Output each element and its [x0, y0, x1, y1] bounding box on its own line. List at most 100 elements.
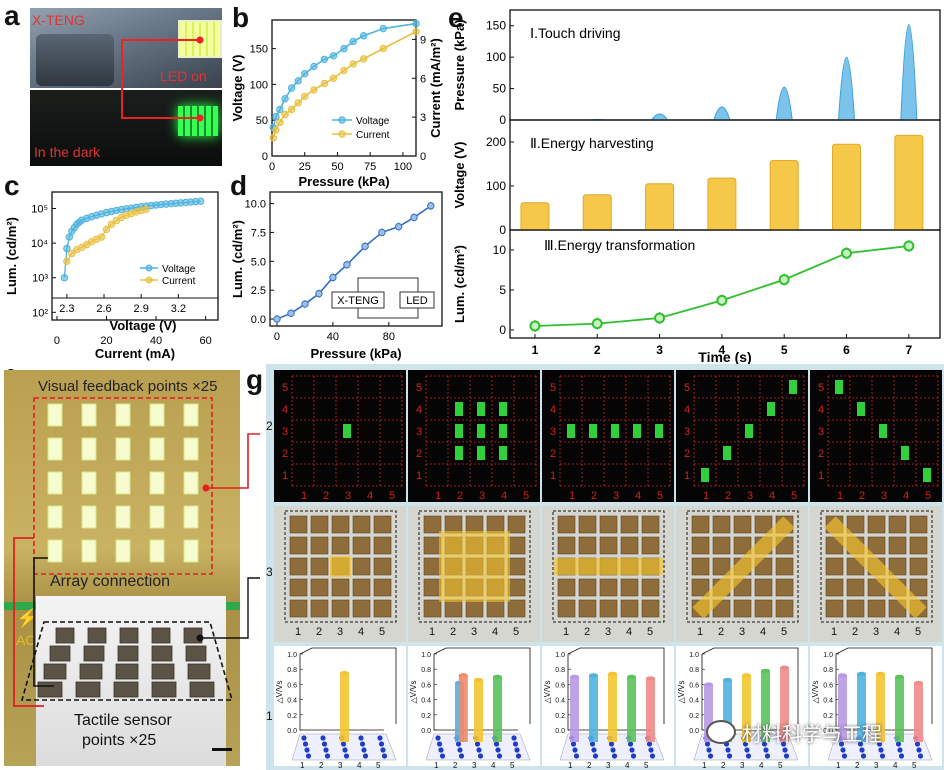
g-floor-dot: [343, 753, 350, 759]
g-photo-frame: [284, 510, 397, 623]
a-connector-line: [121, 39, 200, 119]
e-peak-e2: [894, 134, 924, 231]
f-sensor-cube: [115, 663, 139, 680]
g-bar-ylabel: △V/Vs: [811, 680, 820, 703]
g-lit-led: [477, 424, 485, 438]
d-circuit-teng-box: [331, 291, 385, 309]
g-bar-ytick-label: 1.0: [287, 652, 297, 659]
g-bar-ytick-label: 0.8: [823, 667, 833, 674]
c-xtick-label: 40: [150, 335, 162, 347]
b-point-voltage: [310, 62, 318, 71]
g-photo-cube: [486, 599, 505, 618]
g-photo-cube: [352, 515, 371, 534]
g-bar: [474, 679, 483, 742]
g-floor-dot: [458, 753, 465, 759]
g-bar-ytick-label: 0.6: [823, 682, 833, 689]
e-peak-e1: [650, 113, 669, 121]
g-floor-dot: [592, 753, 599, 759]
f-sensor-cube: [151, 663, 175, 680]
g-bar-ytick-label: 0.2: [689, 713, 699, 720]
g-lit-led: [343, 424, 351, 438]
g-bar: [570, 676, 579, 742]
g-floor-dot: [457, 747, 463, 753]
g-photo-cube: [352, 599, 371, 618]
g-row-label: 4: [684, 404, 690, 416]
g-photo-cube: [310, 557, 329, 576]
d-axes-frame: [269, 191, 443, 327]
f-sensor-cube: [43, 663, 67, 680]
g-photo-col-label: 3: [605, 626, 611, 638]
f-led: [47, 471, 63, 495]
g-photo-cube: [507, 578, 526, 597]
g-lit-led: [477, 446, 485, 460]
g-photo-cube: [825, 557, 844, 576]
c-legend-marker: [145, 276, 153, 284]
b-y2label: Current (mA/m²): [428, 38, 443, 138]
e-xtick-label: 1: [532, 343, 539, 357]
g-bar-ytick-label: 0.2: [287, 713, 297, 720]
f-sensor-cube: [151, 627, 171, 644]
c-legend-label: Current: [162, 276, 196, 287]
g-photo-cube: [423, 578, 442, 597]
g-floor-dot: [608, 741, 615, 747]
g-floor-dot: [321, 741, 328, 747]
e-ytick-label: 100: [486, 179, 506, 193]
g-lit-led: [655, 424, 663, 438]
f-led: [81, 505, 97, 529]
g-bar-cap: [474, 677, 483, 682]
e-frame-e3: [509, 229, 941, 339]
b-point-voltage: [287, 84, 296, 92]
g-col-label: 2: [725, 490, 731, 502]
b-point-voltage: [349, 37, 357, 46]
g-col-label: 1: [837, 490, 843, 502]
f-led: [183, 505, 199, 529]
f-sensor-cube: [113, 681, 139, 698]
g-photo-cube: [691, 536, 710, 555]
f-sensor-cube: [151, 681, 177, 698]
g-col-label: 1: [435, 490, 441, 502]
c-x2label: Voltage (V): [110, 318, 177, 333]
g-photo-cube: [310, 578, 329, 597]
led-array-dark: [178, 106, 218, 136]
f-led: [115, 437, 131, 461]
g-col-label: 5: [791, 490, 797, 502]
g-bar-xtick-label: 1: [836, 761, 841, 770]
g-photo-col-label: 4: [492, 626, 498, 638]
c-point-current: [107, 220, 116, 228]
c-point-voltage: [60, 274, 69, 282]
b-point-voltage: [340, 44, 348, 53]
chart-b-voltage-current: 0 25 50 75 100 0 50 100 150 0 3 6 9 Pressure (kPa) Vol…: [230, 19, 443, 189]
b-point-voltage: [301, 69, 309, 78]
e3-point: [903, 240, 915, 252]
g-floor-dot: [782, 747, 788, 753]
g-floor-dot: [914, 741, 921, 747]
g-floor-dot: [726, 753, 733, 759]
b-ylabel: Voltage (V): [230, 55, 245, 122]
g-bar-xtick-label: 5: [778, 761, 783, 770]
c-ytick-label: 10³: [32, 273, 48, 285]
f-sensor-cube: [117, 645, 139, 662]
g-row-label: 1: [684, 470, 690, 482]
c-ytick-label: 10⁴: [31, 238, 48, 250]
b-point-current: [310, 86, 318, 94]
g-col-label: 3: [479, 490, 485, 502]
g-bar-xtick-label: 2: [855, 761, 860, 770]
g-floor-dot: [476, 747, 482, 753]
g-lit-led: [789, 380, 797, 394]
g-photo-cube: [289, 515, 308, 534]
g-photo-cube: [733, 536, 752, 555]
g-led-panel: [274, 370, 406, 502]
g-floor-dot: [358, 735, 364, 741]
g-photo-cube: [507, 599, 526, 618]
g-callout-1: 1: [266, 709, 273, 723]
f-led: [149, 539, 165, 563]
g-row-label: 2: [818, 448, 824, 460]
g-lit-led: [477, 402, 485, 416]
g-photo-cube: [712, 515, 731, 534]
g-photo-col-label: 5: [513, 626, 519, 638]
g-floor-dot: [512, 741, 519, 747]
tactile-line1: Tactile sensor: [74, 712, 172, 729]
e-ylabel-e3: Lum. (cd/m²): [452, 245, 467, 323]
g-photo-cube: [909, 536, 928, 555]
